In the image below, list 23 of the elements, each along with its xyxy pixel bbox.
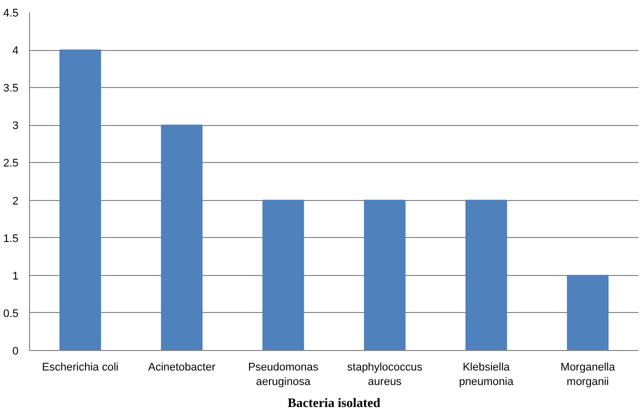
- y-tick-label: 3.5: [3, 82, 19, 95]
- x-tick-label: Acinetobacter: [148, 362, 216, 374]
- x-axis-title: Bacteria isolated: [288, 394, 382, 410]
- bar: [262, 200, 304, 350]
- x-tick-label: Escherichia coli: [42, 362, 118, 374]
- x-tick-label: staphylococcus aureus: [347, 362, 423, 388]
- y-tick-label: 1.5: [3, 232, 19, 245]
- bar: [364, 200, 406, 350]
- bar: [566, 274, 609, 350]
- x-tick-label: Pseudomonas aeruginosa: [248, 362, 319, 388]
- y-tick-label: 0.5: [3, 308, 19, 320]
- x-tick-label: Morganella morganii: [560, 362, 616, 388]
- y-tick-label: 2: [12, 195, 19, 208]
- y-tick-label: 4.5: [3, 8, 19, 20]
- x-tick-label: Klebsiella pneumonia: [459, 362, 514, 388]
- y-tick-label: 2.5: [3, 158, 19, 170]
- y-tick-label: 3: [12, 120, 19, 132]
- y-tick-label: 4: [12, 45, 19, 58]
- y-tick-label: 1: [12, 270, 19, 282]
- y-tick-label: 0: [12, 346, 19, 358]
- bar: [160, 124, 203, 350]
- bar: [465, 200, 508, 350]
- bar: [59, 50, 102, 350]
